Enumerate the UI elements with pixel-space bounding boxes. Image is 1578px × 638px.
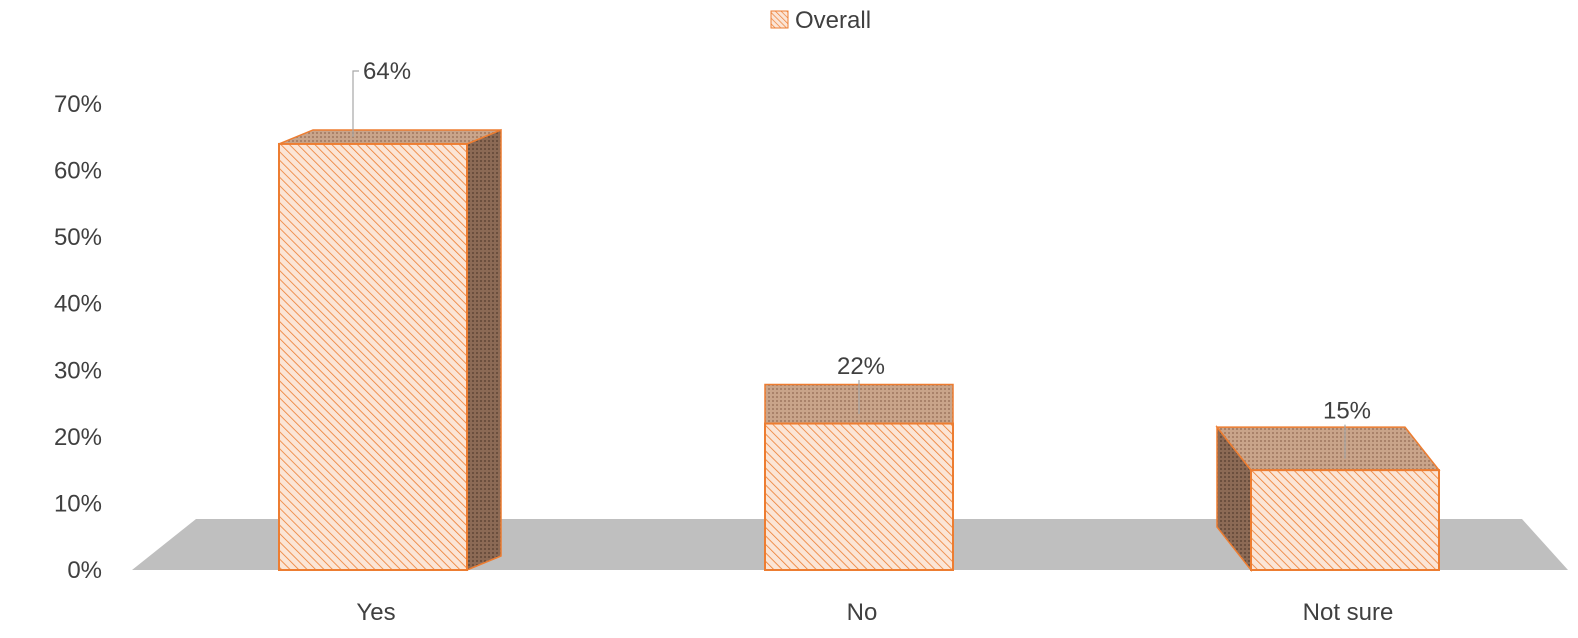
legend-label-overall: Overall [795,7,871,34]
y-tick-label: 40% [54,291,102,318]
bar-front-face [278,142,468,571]
data-label-group: 22% [837,353,885,415]
data-label: 22% [837,353,885,380]
data-label-group: 15% [1323,398,1371,459]
x-tick-label: Not sure [1303,599,1394,626]
y-tick-label: 50% [54,224,102,251]
data-labels: 64% 22% 15% [352,58,1371,459]
leader-line [352,70,359,137]
bar-top-face [1215,426,1441,471]
x-axis: Yes No Not sure [356,599,1393,626]
data-label-group: 64% [352,58,411,137]
y-axis: 0% 10% 20% 30% 40% 50% 60% 70% [54,91,102,584]
y-tick-label: 10% [54,490,102,517]
bar-top-face [278,129,502,145]
bar-front-face [764,422,954,571]
y-tick-label: 20% [54,424,102,451]
bar-not-sure [1215,424,1441,573]
legend: Overall [770,7,871,34]
x-tick-label: Yes [356,599,395,626]
y-tick-label: 60% [54,158,102,185]
bar-yes [278,128,502,572]
bars [278,128,1441,573]
legend-swatch-overall [770,10,789,29]
x-tick-label: No [847,599,878,626]
bar-side-face [466,128,502,572]
data-label: 15% [1323,398,1371,425]
data-label: 64% [363,58,411,85]
bar-no [764,383,954,571]
bar-front-face [1250,469,1440,571]
y-tick-label: 30% [54,357,102,384]
y-tick-label: 0% [67,557,102,584]
y-tick-label: 70% [54,91,102,118]
